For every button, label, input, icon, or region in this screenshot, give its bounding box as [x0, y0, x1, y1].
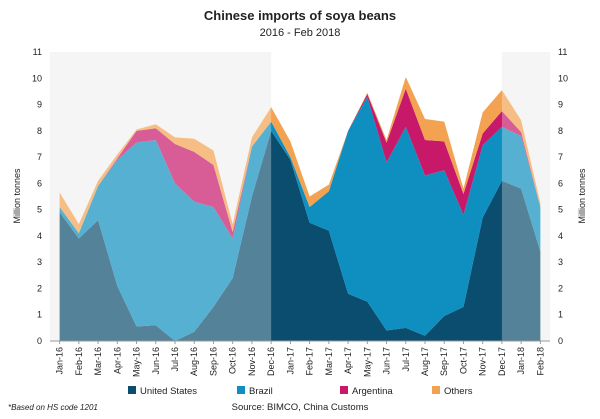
y-tick-label-left: 8 [37, 126, 42, 136]
y-tick-label-left: 4 [37, 231, 42, 241]
y-axis-label-right: Million tonnes [577, 168, 587, 224]
legend: United States Brazil Argentina Others [128, 386, 473, 397]
x-tick-label: Jul-17 [401, 347, 411, 372]
legend-swatch [340, 386, 348, 394]
x-tick-label: Nov-16 [247, 347, 257, 376]
y-tick-label-left: 7 [37, 152, 42, 162]
y-tick-label-left: 0 [37, 336, 42, 346]
legend-swatch [237, 386, 245, 394]
x-tick-label: Apr-17 [343, 347, 353, 374]
x-tick-label: Feb-18 [535, 347, 545, 376]
x-tick-label: Mar-17 [324, 347, 334, 376]
x-tick-label: Jan-18 [516, 347, 526, 375]
y-tick-label-right: 3 [558, 257, 563, 267]
y-tick-label-right: 0 [558, 336, 563, 346]
footnote: *Based on HS code 1201 [8, 403, 98, 412]
y-axis-label-left: Million tonnes [12, 168, 22, 224]
area-series-others [59, 76, 541, 234]
legend-swatch [432, 386, 440, 394]
y-tick-label-right: 1 [558, 310, 563, 320]
x-tick-label: Feb-16 [74, 347, 84, 376]
y-tick-label-left: 1 [37, 310, 42, 320]
x-tick-label: Apr-16 [112, 347, 122, 374]
x-tick-label: Jun-16 [151, 347, 161, 375]
area-series-brazil [59, 96, 541, 341]
x-tick-label: May-17 [362, 347, 372, 377]
y-tick-label-right: 9 [558, 100, 563, 110]
y-tick-label-right: 8 [558, 126, 563, 136]
chart-title: Chinese imports of soya beans [204, 8, 396, 23]
source-note: Source: BIMCO, China Customs [232, 402, 369, 413]
x-tick-label: Aug-16 [189, 347, 199, 376]
x-tick-label: Sep-17 [439, 347, 449, 376]
x-tick-label: May-16 [132, 347, 142, 377]
y-tick-label-left: 5 [37, 205, 42, 215]
legend-label: Brazil [249, 386, 273, 397]
y-tick-label-right: 2 [558, 283, 563, 293]
y-tick-label-left: 6 [37, 178, 42, 188]
x-tick-label: Jan-17 [285, 347, 295, 375]
legend-label: Others [444, 386, 473, 397]
y-tick-label-left: 10 [32, 73, 42, 83]
x-tick-label: Sep-16 [208, 347, 218, 376]
y-tick-label-right: 10 [558, 73, 568, 83]
y-tick-label-right: 5 [558, 205, 563, 215]
legend-swatch [128, 386, 136, 394]
y-tick-label-left: 3 [37, 257, 42, 267]
legend-label: United States [140, 386, 197, 397]
x-tick-label: Mar-16 [93, 347, 103, 376]
shaded-period-overlay [50, 52, 272, 341]
shaded-period-overlay [501, 52, 550, 341]
x-tick-label: Jun-17 [382, 347, 392, 375]
y-tick-label-right: 7 [558, 152, 563, 162]
area-series [50, 52, 550, 341]
x-tick-label: Nov-17 [478, 347, 488, 376]
y-tick-label-left: 9 [37, 100, 42, 110]
x-tick-label: Oct-16 [228, 347, 238, 374]
x-tick-label: Oct-17 [458, 347, 468, 374]
chart-subtitle: 2016 - Feb 2018 [260, 27, 341, 39]
x-tick-label: Dec-16 [266, 347, 276, 376]
y-tick-label-left: 11 [33, 47, 42, 57]
area-series-united-states [59, 130, 541, 341]
y-tick-label-right: 11 [558, 47, 567, 57]
y-tick-label-right: 4 [558, 231, 563, 241]
x-tick-label: Dec-17 [497, 347, 507, 376]
area-series-argentina [59, 88, 541, 239]
x-tick-label: Jul-16 [170, 347, 180, 372]
x-tick-label: Aug-17 [420, 347, 430, 376]
y-tick-label-left: 2 [37, 283, 42, 293]
y-tick-label-right: 6 [558, 178, 563, 188]
x-tick-label: Feb-17 [305, 347, 315, 376]
legend-label: Argentina [352, 386, 393, 397]
x-tick-label: Jan-16 [55, 347, 65, 375]
